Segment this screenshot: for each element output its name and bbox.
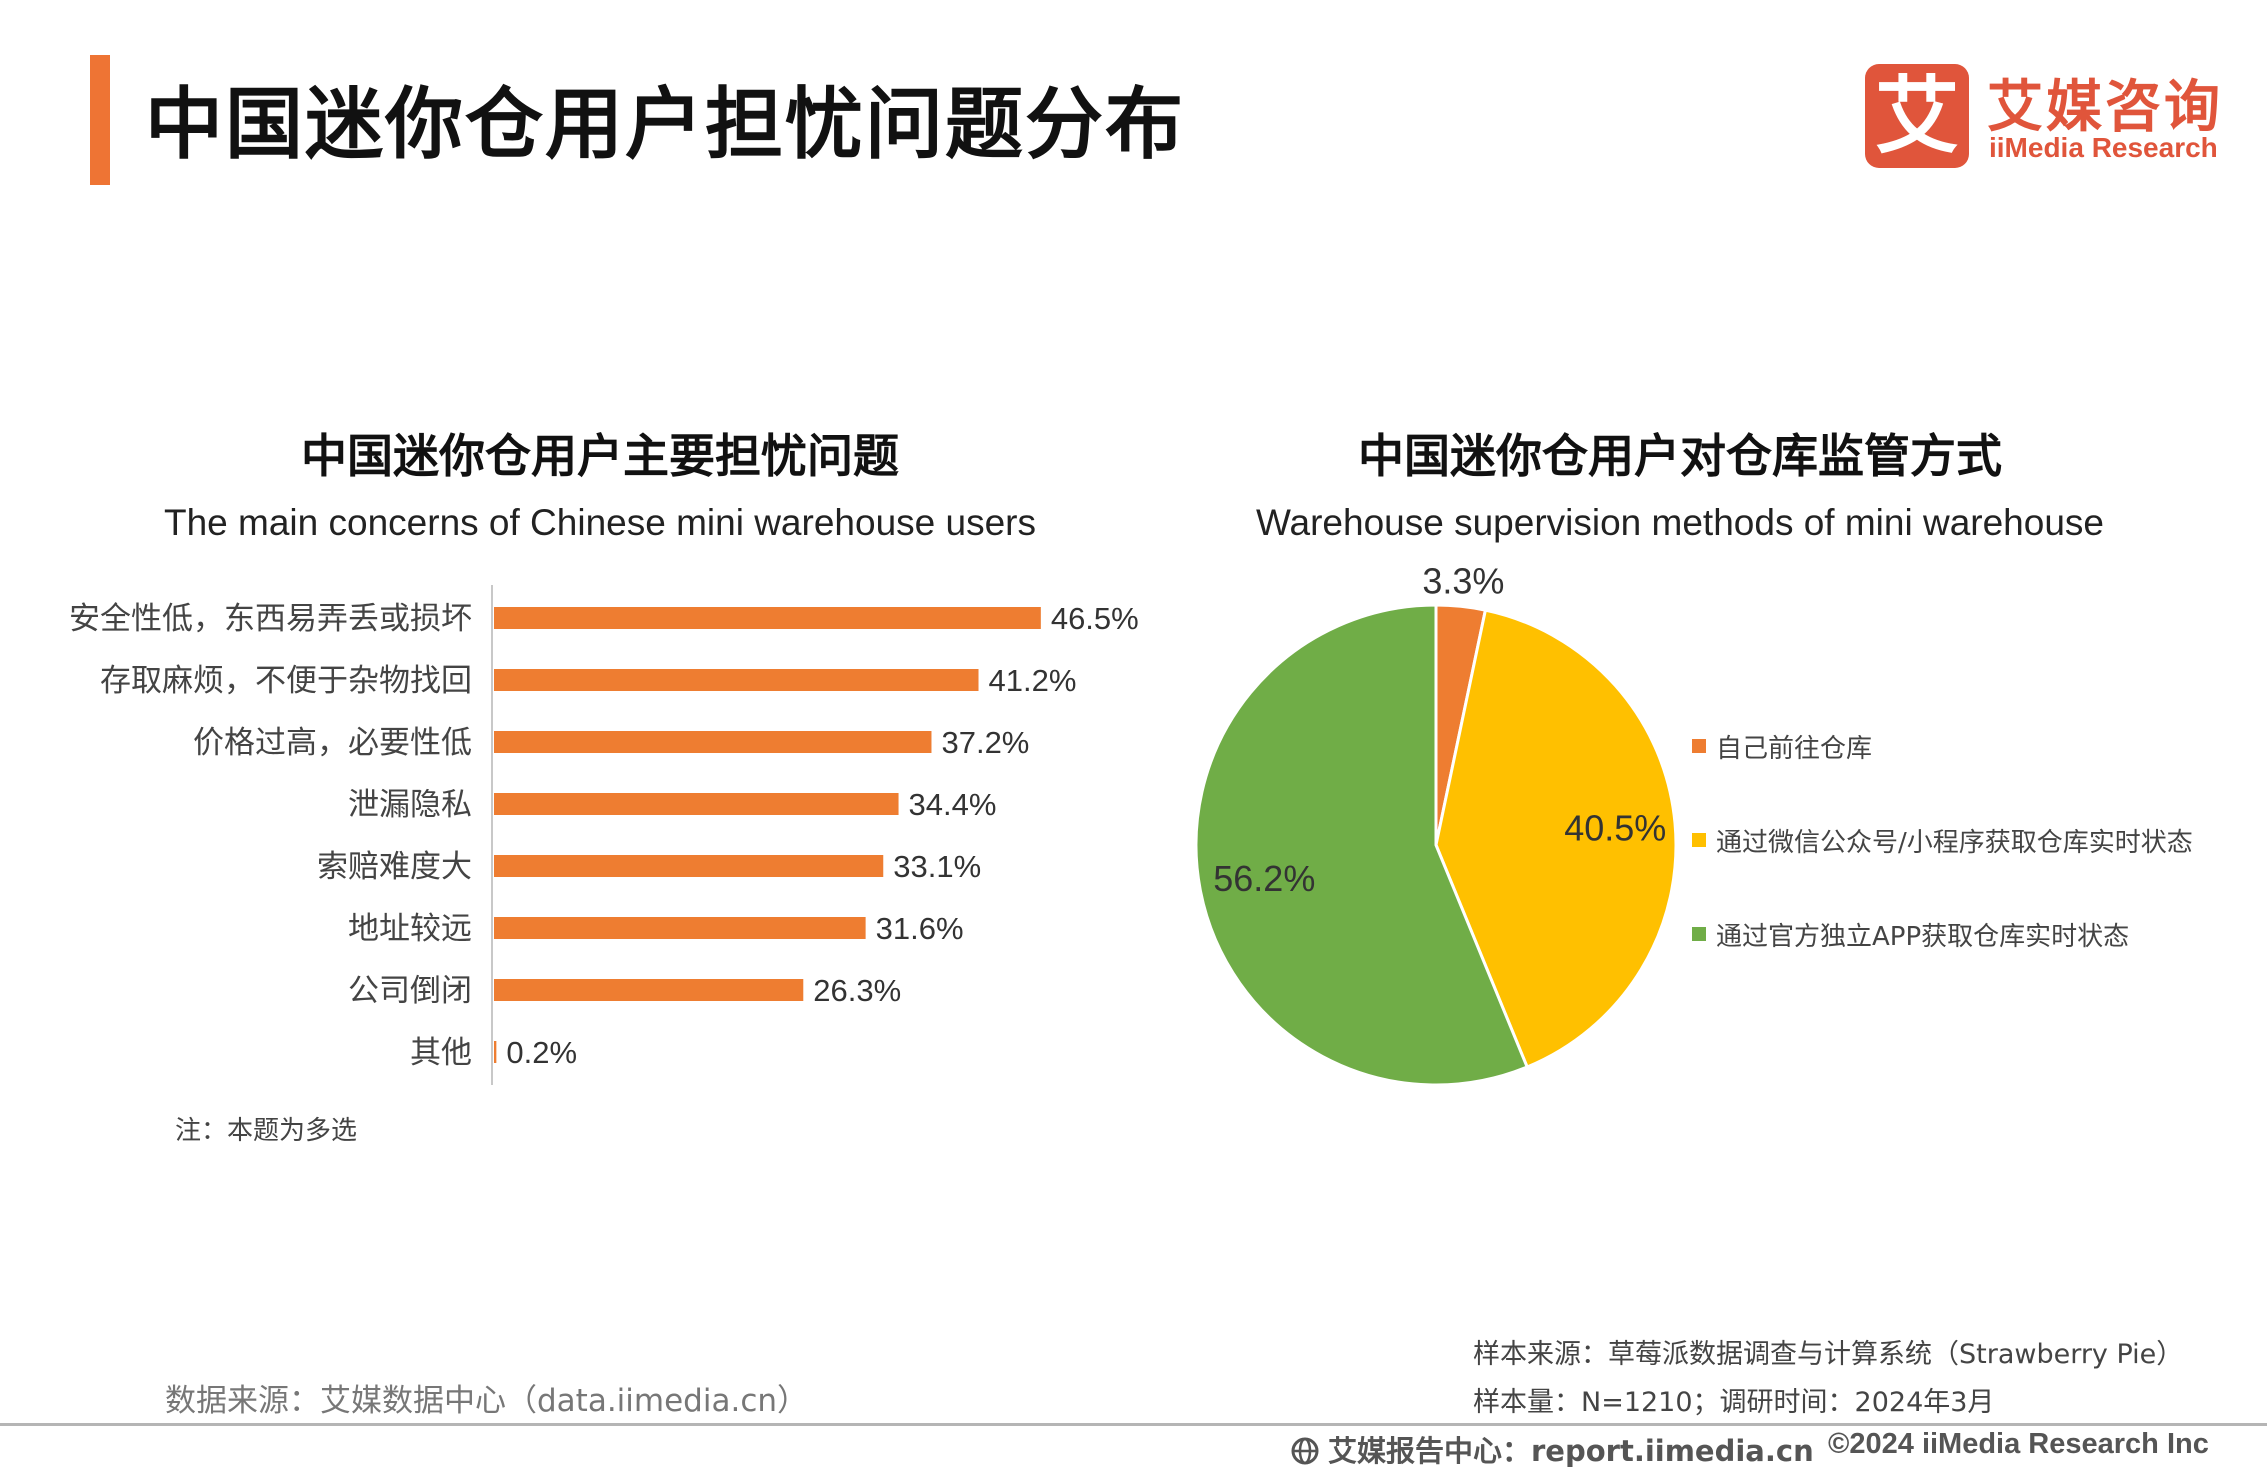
- bar-category-label: 索赔难度大: [317, 849, 472, 885]
- bar-category-label: 其他: [410, 1035, 472, 1071]
- bar-value-label: 41.2%: [989, 663, 1077, 698]
- bar: [494, 607, 1041, 629]
- page-title: 中国迷你仓用户担忧问题分布: [145, 80, 1186, 170]
- bar-category-label: 安全性低，东西易弄丢或损坏: [69, 601, 472, 637]
- bar-chart: 安全性低，东西易弄丢或损坏 46.5% 存取麻烦，不便于杂物找回 41.2% 价格过高，…: [69, 585, 1139, 1085]
- sample-size: 样本量：N=1210；调研时间：2024年3月: [1473, 1387, 1995, 1418]
- bar-value-label: 31.6%: [876, 911, 964, 946]
- report-center[interactable]: 艾媒报告中心：report.iimedia.cn: [1290, 1428, 1814, 1470]
- globe-icon: [1291, 1437, 1319, 1465]
- bar: [494, 979, 804, 1001]
- bar-category-label: 泄漏隐私: [348, 787, 472, 823]
- bar: [494, 917, 866, 939]
- pie-value-label: 56.2%: [1213, 858, 1315, 899]
- bar-chart-subtitle: The main concerns of Chinese mini wareho…: [164, 502, 1036, 543]
- pie-chart-subtitle: Warehouse supervision methods of mini wa…: [1255, 502, 2104, 543]
- bar-value-label: 37.2%: [941, 725, 1029, 760]
- bar-category-label: 地址较远: [348, 911, 472, 947]
- legend-label: 自己前往仓库: [1716, 734, 1872, 764]
- sample-source: 样本来源：草莓派数据调查与计算系统（Strawberry Pie）: [1473, 1339, 2184, 1370]
- bar: [494, 731, 932, 753]
- legend-label: 通过官方独立APP获取仓库实时状态: [1716, 922, 2129, 952]
- iimedia-logo: 艾 艾媒咨询 iiMedia Research: [1865, 60, 2225, 170]
- pie-slice: [1194, 603, 1530, 1087]
- pie-chart: 3.3% 40.5% 56.2% 自己前往仓库通过微信公众号/小程序获取仓库实时状态通…: [1194, 560, 2193, 1087]
- bar-chart-title: 中国迷你仓用户主要担忧问题: [301, 429, 899, 483]
- bar-category-label: 价格过高，必要性低: [193, 725, 472, 761]
- legend-swatch: [1692, 927, 1706, 941]
- legend-label: 通过微信公众号/小程序获取仓库实时状态: [1716, 828, 2193, 858]
- bar: [494, 669, 979, 691]
- bar-category-label: 存取麻烦，不便于杂物找回: [100, 663, 472, 699]
- footer-divider: [0, 1423, 2267, 1426]
- report-center-label: 艾媒报告中心：report.iimedia.cn: [1328, 1434, 1814, 1468]
- pie-value-label: 40.5%: [1564, 808, 1666, 849]
- data-source: 数据来源：艾媒数据中心（data.iimedia.cn）: [165, 1383, 809, 1419]
- legend-swatch: [1692, 739, 1706, 753]
- copyright: ©2024 iiMedia Research Inc: [1828, 1428, 2209, 1460]
- pie-chart-title: 中国迷你仓用户对仓库监管方式: [1358, 429, 2002, 483]
- logo-mark: 艾: [1865, 64, 1969, 168]
- bar: [494, 793, 899, 815]
- pie-slice: [1434, 608, 1678, 1069]
- logo-english-name: iiMedia Research: [1989, 132, 2218, 163]
- legend-swatch: [1692, 833, 1706, 847]
- bar-value-label: 0.2%: [506, 1035, 577, 1070]
- bar-value-label: 46.5%: [1051, 601, 1139, 636]
- bar-value-label: 34.4%: [909, 787, 997, 822]
- bar-value-label: 33.1%: [893, 849, 981, 884]
- bar: [494, 1041, 497, 1063]
- bar-value-label: 26.3%: [813, 973, 901, 1008]
- multi-select-note: 注：本题为多选: [175, 1116, 358, 1146]
- logo-chinese-name: 艾媒咨询: [1987, 75, 2223, 140]
- pie-value-label: 3.3%: [1422, 560, 1504, 601]
- bar: [494, 855, 884, 877]
- bar-category-label: 公司倒闭: [348, 973, 472, 1009]
- title-accent-bar: [90, 55, 110, 185]
